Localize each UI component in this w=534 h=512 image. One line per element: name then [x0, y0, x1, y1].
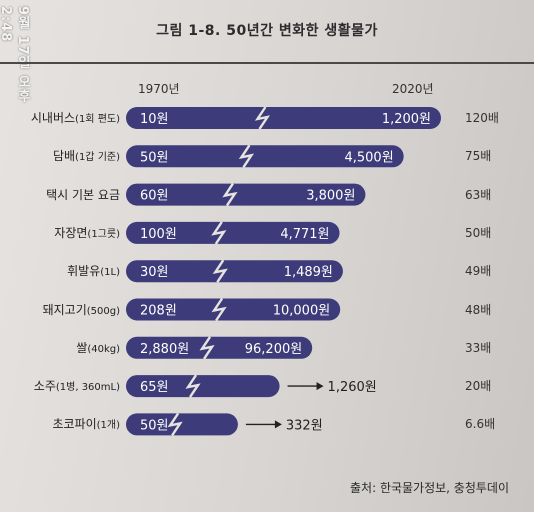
bar-break-8 [167, 412, 183, 437]
ratio-5: 48배 [465, 302, 492, 317]
title-rule [0, 62, 534, 64]
row-label-8: 초코파이(1개) [52, 414, 120, 434]
bar-row-4 [126, 260, 343, 283]
value-2020-2: 3,800원 [306, 189, 355, 204]
row-label-text-1: 담배 [52, 149, 76, 164]
column-header-2020: 2020년 [392, 82, 434, 96]
bar-break-0 [254, 106, 271, 130]
ratio-0: 120배 [465, 111, 499, 125]
row-label-note-3: (1그릇) [87, 228, 120, 240]
row-label-6: 쌀(40kg) [76, 338, 120, 358]
row-label-2: 택시 기본 요금 [46, 185, 120, 205]
row-label-5: 돼지고기(500g) [43, 300, 120, 320]
row-label-1: 담배(1갑 기준) [53, 146, 120, 166]
timestamp-overlay: 9월 17일 오후 2:48 [0, 6, 30, 104]
chart-source: 출처: 한국물가정보, 충청투데이 [350, 481, 510, 495]
value-1970-8: 50원 [140, 418, 169, 433]
row-label-text-0: 시내버스 [30, 111, 76, 125]
row-label-text-4: 휘발유 [67, 264, 101, 279]
ratio-8: 6.6배 [465, 417, 496, 432]
row-label-0: 시내버스(1회 편도) [31, 108, 120, 128]
ratio-3: 50배 [465, 225, 492, 240]
row-label-text-6: 쌀 [76, 340, 88, 355]
ratio-4: 49배 [465, 264, 492, 279]
bar-row-0 [126, 107, 441, 129]
ratio-2: 63배 [465, 187, 492, 202]
arrow-head-7 [316, 382, 324, 391]
row-label-note-4: (1L) [100, 267, 120, 279]
value-1970-2: 60원 [140, 189, 169, 204]
bar-break-4 [212, 259, 228, 283]
value-2020-7: 1,260원 [328, 380, 377, 395]
row-label-text-3: 자장면 [54, 225, 88, 240]
row-label-text-7: 소주 [33, 379, 56, 394]
bar-break-6 [199, 336, 215, 360]
value-2020-1: 4,500원 [344, 150, 393, 165]
value-1970-4: 30원 [140, 265, 169, 280]
bar-break-1 [238, 144, 255, 168]
value-1970-5: 208원 [140, 304, 177, 319]
value-2020-5: 10,000원 [273, 304, 330, 319]
row-label-text-2: 택시 기본 요금 [46, 187, 120, 202]
row-label-text-5: 돼지고기 [42, 302, 87, 317]
bar-row-6 [126, 336, 313, 359]
row-label-7: 소주(1병, 360mL) [34, 376, 120, 396]
value-2020-6: 96,200원 [245, 342, 302, 357]
bar-break-3 [211, 221, 227, 245]
row-label-note-0: (1회 편도) [75, 114, 120, 125]
row-label-3: 자장면(1그릇) [54, 223, 120, 243]
value-1970-6: 2,880원 [140, 342, 189, 357]
row-label-note-5: (500g) [86, 305, 120, 317]
chart-title: 그림 1-8. 50년간 변화한 생활물가 [156, 23, 378, 39]
bar-row-5 [126, 298, 341, 321]
value-2020-3: 4,771원 [280, 227, 329, 242]
value-1970-7: 65원 [140, 380, 169, 395]
value-2020-8: 332원 [286, 418, 323, 433]
value-1970-0: 10원 [140, 112, 169, 127]
ratio-7: 20배 [465, 379, 492, 394]
value-2020-4: 1,489원 [284, 265, 333, 280]
bar-row-8 [126, 413, 238, 436]
row-label-4: 휘발유(1L) [67, 261, 120, 281]
bar-row-2 [126, 183, 366, 206]
value-1970-3: 100원 [140, 227, 177, 242]
ratio-1: 75배 [465, 149, 492, 164]
bar-row-1 [126, 145, 404, 168]
row-label-note-7: (1병, 360mL) [55, 382, 120, 394]
bar-break-7 [185, 374, 201, 398]
bar-row-3 [126, 221, 340, 244]
row-label-note-6: (40kg) [87, 343, 120, 355]
value-2020-0: 1,200원 [382, 112, 431, 127]
bar-break-2 [222, 182, 238, 207]
row-label-text-8: 초코파이 [52, 417, 97, 432]
column-header-1970: 1970년 [138, 82, 180, 96]
arrow-head-8 [274, 420, 282, 429]
value-1970-1: 50원 [140, 150, 169, 165]
row-label-note-8: (1개) [96, 420, 120, 432]
ratio-6: 33배 [465, 340, 492, 355]
bar-break-5 [211, 297, 227, 322]
row-label-note-1: (1갑 기준) [75, 152, 120, 164]
bar-row-7 [126, 375, 280, 398]
